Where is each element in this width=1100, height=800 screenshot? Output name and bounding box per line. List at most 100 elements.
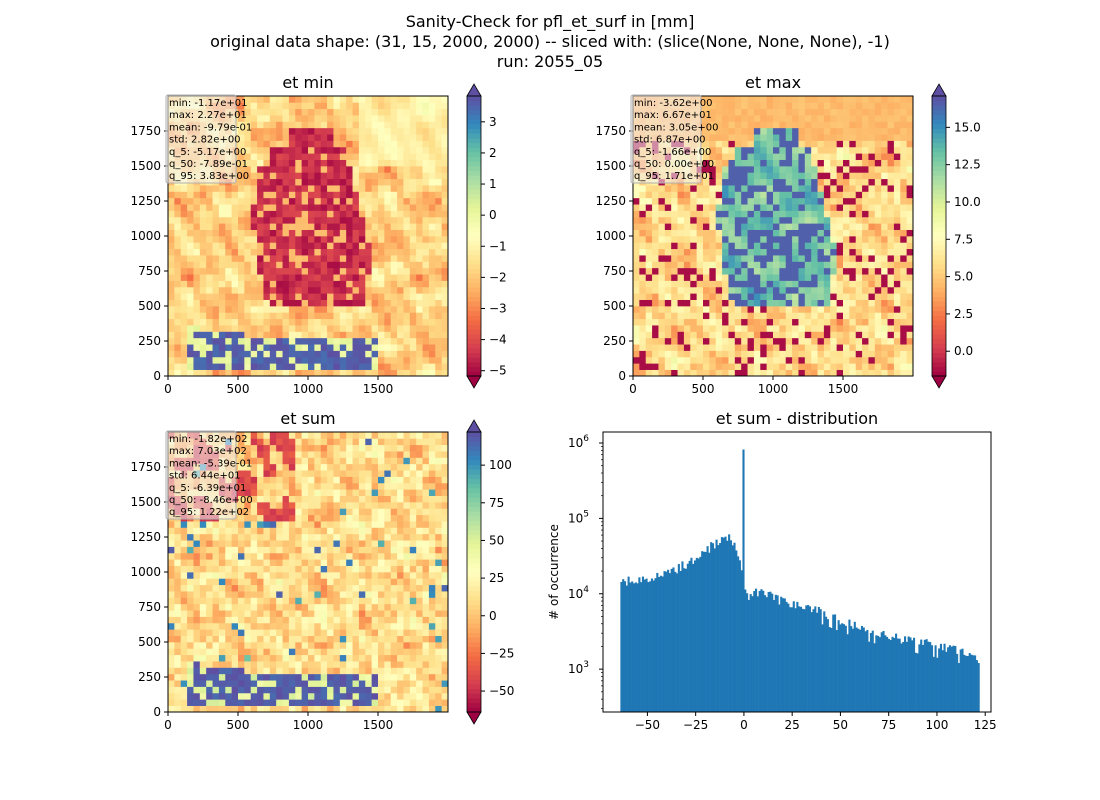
- heatmap-cell: [168, 325, 175, 332]
- heatmap-cell: [683, 306, 691, 313]
- heatmap-cell: [830, 325, 837, 332]
- heatmap-cell: [231, 312, 239, 320]
- heatmap-cell: [428, 369, 436, 377]
- heatmap-cell: [677, 216, 685, 224]
- heatmap-cell: [231, 306, 239, 313]
- heatmap-cell: [333, 363, 341, 370]
- heatmap-cell: [715, 255, 723, 262]
- heatmap-cell: [244, 654, 252, 662]
- heatmap-cell: [703, 127, 710, 135]
- heatmap-cell: [639, 331, 647, 339]
- heatmap-cell: [741, 363, 748, 370]
- heatmap-cell: [741, 204, 748, 211]
- heatmap-cell: [658, 325, 666, 332]
- heatmap-cell: [428, 216, 436, 224]
- heatmap-cell: [352, 229, 360, 237]
- heatmap-cell: [849, 261, 857, 269]
- heatmap-cell: [830, 286, 837, 294]
- heatmap-cell: [212, 680, 220, 687]
- heatmap-cell: [773, 96, 780, 103]
- heatmap-cell: [276, 584, 283, 592]
- heatmap-cell: [238, 236, 245, 243]
- heatmap-cell: [696, 204, 704, 211]
- heatmap-cell: [683, 293, 691, 300]
- heatmap-cell: [231, 280, 239, 288]
- heatmap-cell: [333, 108, 341, 116]
- colorbar-step: [932, 133, 946, 139]
- heatmap-cell: [409, 178, 417, 186]
- heatmap-cell: [830, 363, 837, 370]
- heatmap-cell: [422, 115, 430, 122]
- heatmap-cell: [206, 686, 213, 694]
- heatmap-cell: [798, 363, 806, 370]
- heatmap-cell: [849, 159, 857, 167]
- heatmap-cell: [722, 293, 729, 300]
- heatmap-cell: [378, 166, 385, 173]
- heatmap-cell: [174, 280, 182, 288]
- heatmap-cell: [378, 318, 385, 326]
- heatmap-cell: [690, 255, 697, 262]
- heatmap-cell: [225, 197, 232, 205]
- heatmap-cell: [779, 229, 787, 237]
- heatmap-cell: [180, 661, 188, 668]
- heatmap-cell: [371, 178, 379, 186]
- heatmap-cell: [288, 299, 296, 307]
- heatmap-cell: [441, 115, 449, 122]
- heatmap-cell: [428, 255, 436, 262]
- heatmap-cell: [823, 363, 831, 370]
- heatmap-cell: [199, 248, 207, 256]
- heatmap-cell: [868, 108, 876, 116]
- heatmap-cell: [346, 197, 353, 205]
- heatmap-cell: [212, 267, 220, 275]
- heatmap-cell: [212, 337, 220, 345]
- heatmap-cell: [358, 191, 366, 199]
- colorbar-step: [932, 152, 946, 158]
- heatmap-cell: [263, 597, 271, 605]
- heatmap-cell: [288, 146, 296, 154]
- heatmap-cell: [352, 115, 360, 122]
- colorbar-step: [932, 366, 946, 372]
- heatmap-cell: [218, 559, 226, 566]
- heatmap-cell: [766, 236, 774, 243]
- heatmap-cell: [244, 540, 252, 547]
- heatmap-cell: [823, 172, 831, 180]
- heatmap-cell: [339, 299, 347, 307]
- colorbar-step: [467, 352, 481, 358]
- heatmap-cell: [690, 318, 697, 326]
- heatmap-cell: [435, 255, 442, 262]
- heatmap-cell: [639, 318, 647, 326]
- heatmap-cell: [855, 325, 863, 332]
- heatmap-cell: [378, 115, 385, 122]
- heatmap-cell: [180, 597, 188, 605]
- heatmap-cell: [766, 210, 774, 218]
- heatmap-cell: [416, 350, 423, 358]
- heatmap-cell: [766, 229, 774, 237]
- heatmap-cell: [339, 248, 347, 256]
- heatmap-cell: [893, 363, 901, 370]
- heatmap-cell: [269, 463, 277, 471]
- heatmap-cell: [199, 312, 207, 320]
- heatmap-cell: [709, 267, 717, 275]
- heatmap-cell: [250, 102, 258, 110]
- heatmap-cell: [843, 172, 850, 180]
- heatmap-cell: [906, 242, 914, 250]
- heatmap-cell: [874, 299, 882, 307]
- heatmap-cell: [320, 325, 328, 332]
- colorbar-step: [467, 105, 481, 111]
- heatmap-cell: [238, 325, 245, 332]
- colorbar-step: [467, 175, 481, 181]
- heatmap-cell: [282, 578, 290, 586]
- heatmap-cell: [703, 216, 710, 224]
- heatmap-cell: [823, 286, 831, 294]
- heatmap-cell: [371, 115, 379, 122]
- heatmap-cell: [836, 210, 844, 218]
- heatmap-cell: [269, 629, 277, 636]
- heatmap-cell: [843, 325, 850, 332]
- heatmap-cell: [333, 306, 341, 313]
- heatmap-cell: [441, 242, 449, 250]
- heatmap-cell: [823, 255, 831, 262]
- heatmap-cell: [664, 261, 672, 269]
- heatmap-cell: [257, 363, 264, 370]
- heatmap-cell: [633, 204, 640, 211]
- heatmap-cell: [225, 204, 232, 211]
